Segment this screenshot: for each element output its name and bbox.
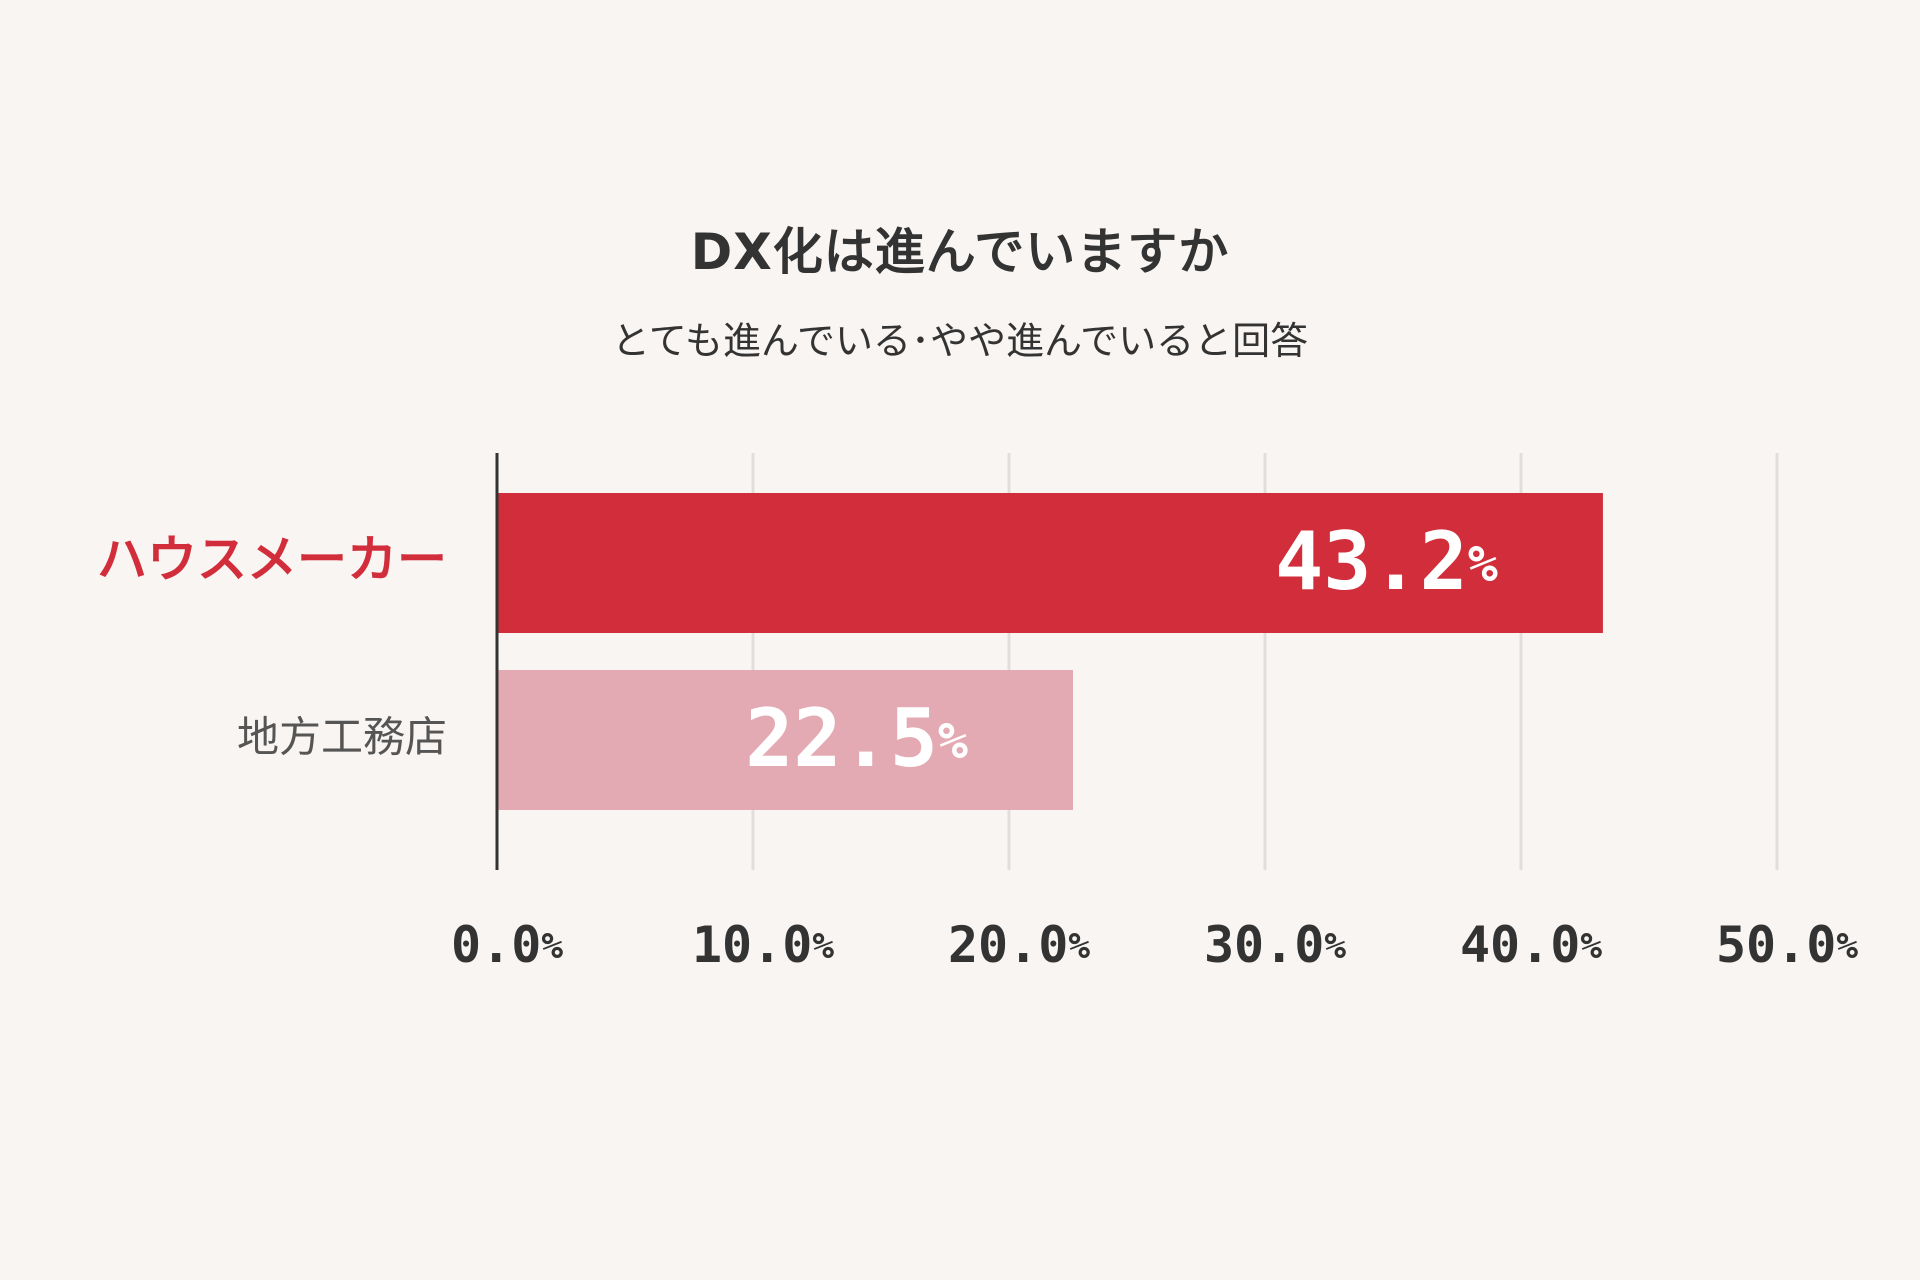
tick-label-unit-10: % <box>812 926 834 967</box>
category-label-0: ハウスメーカー <box>97 531 447 589</box>
tick-label-unit-20: % <box>1068 926 1090 967</box>
category-label-1: 地方工務店 <box>237 713 447 762</box>
tick-label-20: 20.0% <box>948 916 1090 974</box>
chart-subtitle: とても進んでいる･やや進んでいると回答 <box>611 319 1309 363</box>
tick-label-10: 10.0% <box>692 916 834 974</box>
tick-label-number-10: 10.0 <box>692 916 812 974</box>
value-label-unit-0: % <box>1468 535 1498 593</box>
tick-label-unit-30: % <box>1324 926 1346 967</box>
tick-label-40: 40.0% <box>1460 916 1602 974</box>
value-label-number-1: 22.5 <box>745 692 938 785</box>
value-label-number-0: 43.2 <box>1275 515 1468 608</box>
tick-label-number-20: 20.0 <box>948 916 1068 974</box>
tick-label-number-50: 50.0 <box>1716 916 1836 974</box>
tick-label-50: 50.0% <box>1716 916 1858 974</box>
tick-label-unit-40: % <box>1580 926 1602 967</box>
tick-label-number-0: 0.0 <box>451 916 541 974</box>
tick-label-unit-50: % <box>1836 926 1858 967</box>
bar-1 <box>498 670 1073 810</box>
tick-label-number-30: 30.0 <box>1204 916 1324 974</box>
tick-label-0: 0.0% <box>451 916 563 974</box>
value-label-0: 43.2% <box>1275 515 1498 608</box>
value-label-1: 22.5% <box>745 692 968 785</box>
tick-label-30: 30.0% <box>1204 916 1346 974</box>
chart-title: DX化は進んでいますか <box>690 223 1230 281</box>
tick-label-unit-0: % <box>541 926 563 967</box>
value-label-unit-1: % <box>938 712 968 770</box>
bar-0 <box>498 493 1603 633</box>
tick-label-number-40: 40.0 <box>1460 916 1580 974</box>
